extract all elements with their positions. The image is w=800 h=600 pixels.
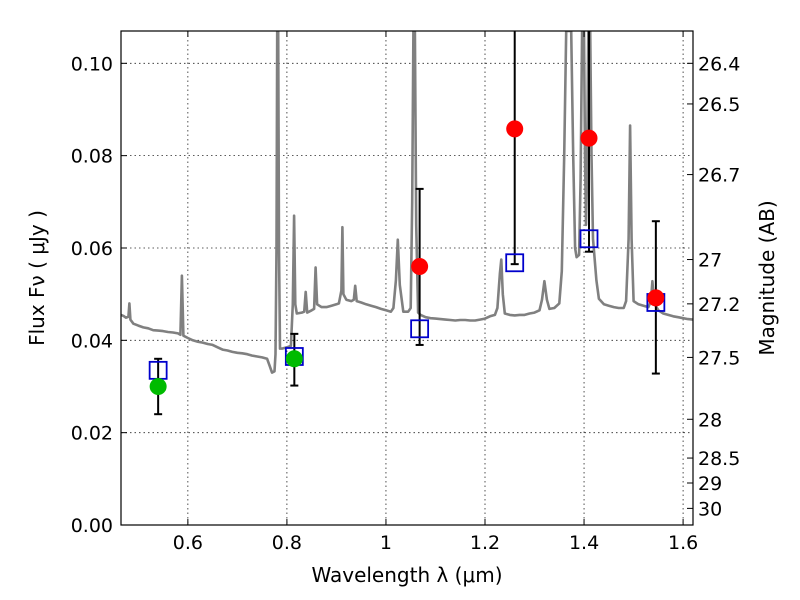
x-tick-label: 1.2 bbox=[470, 532, 500, 554]
model-markers bbox=[148, 229, 666, 380]
observed-point bbox=[580, 129, 598, 147]
model-square bbox=[505, 253, 525, 273]
right-tick-label: 28.5 bbox=[698, 448, 740, 470]
right-tick-label: 26.4 bbox=[698, 53, 740, 75]
x-tick-label: 1 bbox=[380, 532, 392, 554]
right-tick-label: 29 bbox=[698, 473, 722, 495]
model-square bbox=[410, 319, 430, 339]
x-tick-label: 0.6 bbox=[173, 532, 203, 554]
template-spectrum bbox=[121, 31, 693, 374]
grid bbox=[121, 31, 693, 525]
x-tick-label: 0.8 bbox=[272, 532, 302, 554]
model-square bbox=[579, 229, 599, 249]
right-axis-title: Magnitude (AB) bbox=[755, 200, 779, 355]
observed-point bbox=[506, 120, 524, 138]
y-tick-label: 0.08 bbox=[71, 146, 113, 168]
right-tick-label: 27 bbox=[698, 250, 722, 272]
y-axis-title: Flux Fν ( μJy ) bbox=[25, 210, 49, 346]
y-tick-label: 0.00 bbox=[71, 515, 113, 537]
observed-point bbox=[647, 289, 665, 307]
right-tick-label: 27.5 bbox=[698, 347, 740, 369]
right-tick-label: 27.2 bbox=[698, 294, 740, 316]
y-tick-label: 0.04 bbox=[71, 330, 113, 352]
y-tick-label: 0.06 bbox=[71, 238, 113, 260]
right-tick-label: 26.5 bbox=[698, 94, 740, 116]
x-tick-label: 1.6 bbox=[668, 532, 698, 554]
observed-point bbox=[149, 377, 167, 395]
right-tick-label: 28 bbox=[698, 409, 722, 431]
observed-point bbox=[411, 257, 429, 275]
right-tick-label: 30 bbox=[698, 498, 722, 520]
axis-ticks: 0.6 0.8 1 1.2 1.4 1.6 0.00 0.02 0.04 0.06 0.08 0.10… bbox=[71, 31, 740, 554]
right-tick-label: 26.7 bbox=[698, 165, 740, 187]
observed-point bbox=[285, 350, 303, 368]
y-tick-label: 0.10 bbox=[71, 53, 113, 75]
y-tick-label: 0.02 bbox=[71, 423, 113, 445]
observed-markers bbox=[149, 120, 665, 395]
plot-frame bbox=[120, 30, 694, 526]
spectrum-line bbox=[121, 31, 693, 374]
x-axis-title: Wavelength λ (μm) bbox=[311, 563, 502, 587]
x-tick-label: 1.4 bbox=[569, 532, 599, 554]
